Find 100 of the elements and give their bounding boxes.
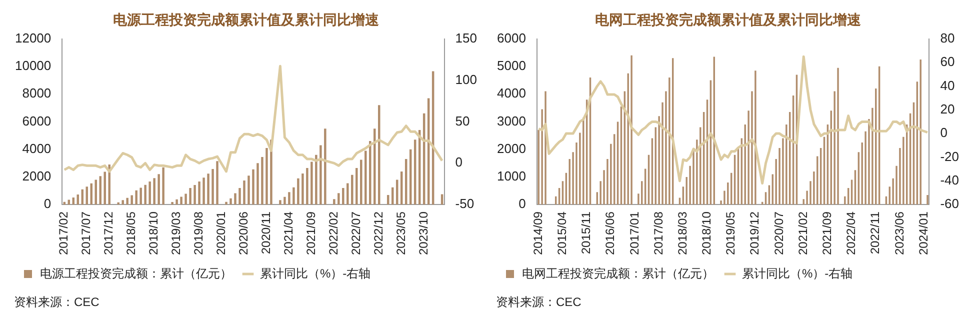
bar xyxy=(148,182,151,205)
y2-tick-label: 20 xyxy=(940,101,955,116)
bar xyxy=(238,188,241,205)
x-tick-label: 2023/06 xyxy=(892,211,906,256)
bar xyxy=(320,145,322,205)
bar xyxy=(122,200,124,205)
text: 资料来源：CEC xyxy=(495,294,582,311)
bar xyxy=(158,174,160,205)
y-tick-label: 8000 xyxy=(22,86,52,101)
bar xyxy=(135,190,138,205)
x-tick-label: 2020/11 xyxy=(259,211,274,254)
x-tick-label: 2017/08 xyxy=(651,211,666,256)
y2-tick-label: 80 xyxy=(940,30,955,46)
x-tick-label: 2018/03 xyxy=(675,211,690,256)
y-tick-label: 2000 xyxy=(22,168,52,184)
y2-tick-label: 40 xyxy=(940,78,955,93)
bar xyxy=(216,161,218,205)
y-tick-label: 0 xyxy=(518,196,526,212)
bar xyxy=(292,187,295,205)
y2-tick-label: 0 xyxy=(455,154,463,170)
legend-label: 累计同比（%）-右轴 xyxy=(260,266,371,280)
y-tick-label: 6000 xyxy=(22,113,52,128)
bar xyxy=(324,128,326,205)
x-tick-label: 2021/04 xyxy=(282,211,296,256)
x-tick-label: 2022/12 xyxy=(371,211,386,256)
y-tick-label: 4000 xyxy=(497,86,526,101)
x-tick-label: 2021/09 xyxy=(820,211,834,256)
bar xyxy=(176,199,178,205)
bar xyxy=(288,192,290,205)
bar xyxy=(284,196,286,205)
bar xyxy=(126,198,128,205)
x-tick-label: 2022/02 xyxy=(326,211,340,256)
bar xyxy=(194,185,196,205)
bar xyxy=(230,198,232,205)
bar xyxy=(302,174,304,205)
y-tick-label: 5000 xyxy=(497,58,526,74)
bar xyxy=(207,174,210,205)
bar xyxy=(140,188,142,205)
bar xyxy=(117,202,120,205)
x-tick-label: 2017/01 xyxy=(627,211,642,256)
y2-tick-label: -50 xyxy=(455,196,474,212)
x-tick-label: 2020/07 xyxy=(772,211,786,256)
x-tick-label: 2019/05 xyxy=(724,211,738,256)
y2-tick-label: 0 xyxy=(940,125,948,140)
y-tick-label: 4000 xyxy=(22,140,52,156)
x-tick-label: 2014/09 xyxy=(530,211,545,256)
bar xyxy=(356,168,358,205)
y-tick-label: 1000 xyxy=(497,168,526,184)
bar xyxy=(202,178,205,205)
x-tick-label: 2022/11 xyxy=(868,211,882,254)
legend-label: 电网工程投资完成额：累计（亿元） xyxy=(522,266,714,280)
bar xyxy=(184,194,187,205)
bar xyxy=(225,202,228,205)
bar xyxy=(144,184,146,205)
legend-label: 累计同比（%）-右轴 xyxy=(742,266,853,280)
bar xyxy=(252,169,254,205)
y2-tick-label: 50 xyxy=(455,113,470,128)
bar xyxy=(338,193,340,205)
x-tick-label: 2022/07 xyxy=(348,211,363,256)
bar xyxy=(248,176,250,205)
y-tick-label: 10000 xyxy=(14,58,52,74)
y2-tick-label: 100 xyxy=(455,72,478,87)
bar xyxy=(266,148,268,205)
bar xyxy=(198,182,200,205)
x-tick-label: 2021/09 xyxy=(304,211,318,256)
bar xyxy=(130,195,133,205)
x-tick-label: 2024/01 xyxy=(916,211,930,256)
text: 资料来源：CEC xyxy=(13,294,100,311)
bar xyxy=(364,150,367,205)
bar xyxy=(315,154,318,205)
x-tick-label: 2021/02 xyxy=(796,211,810,256)
y2-tick-label: -20 xyxy=(940,148,960,164)
y-tick-label: 12000 xyxy=(14,30,52,46)
chart-title: 电网工程投资完成额累计值及累计同比增速 xyxy=(595,11,862,28)
x-tick-label: 2020/01 xyxy=(214,211,228,256)
x-tick-label: 2017/12 xyxy=(102,211,116,256)
bar xyxy=(108,164,110,205)
x-tick-label: 2017/02 xyxy=(56,211,71,256)
bar xyxy=(279,200,282,205)
bar xyxy=(171,202,174,205)
y2-tick-label: 150 xyxy=(455,30,478,46)
bar xyxy=(297,178,300,205)
bar xyxy=(234,193,236,205)
x-tick-label: 2023/05 xyxy=(394,211,408,256)
x-tick-label: 2019/03 xyxy=(169,211,184,256)
y2-tick-label: 60 xyxy=(940,54,955,70)
bar xyxy=(153,178,156,205)
y-tick-label: 0 xyxy=(44,196,52,212)
bar xyxy=(360,160,362,205)
bar xyxy=(333,199,336,205)
y-tick-label: 3000 xyxy=(497,113,526,128)
bar xyxy=(99,176,102,205)
x-tick-label: 2018/10 xyxy=(700,211,714,256)
x-tick-label: 2018/10 xyxy=(146,211,161,256)
y-tick-label: 2000 xyxy=(497,140,526,156)
bar xyxy=(94,180,97,205)
bar xyxy=(162,167,164,205)
bar xyxy=(369,141,372,205)
x-tick-label: 2020/06 xyxy=(236,211,251,256)
x-tick-label: 2015/11 xyxy=(579,211,594,254)
